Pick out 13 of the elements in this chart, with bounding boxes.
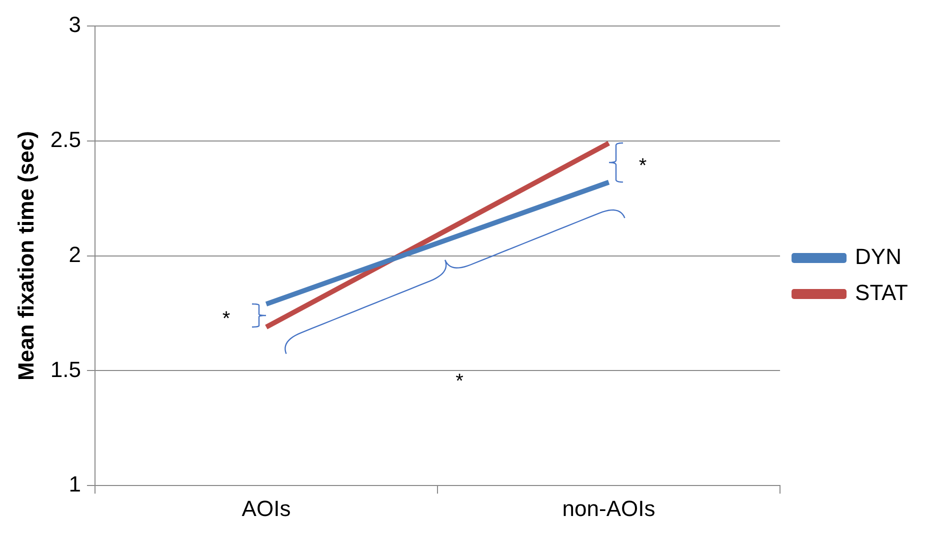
annotation: * xyxy=(456,370,464,393)
y-tick-label: 1 xyxy=(68,472,81,497)
y-tick-label: 3 xyxy=(68,12,81,38)
x-tick-label: non-AOIs xyxy=(562,496,656,521)
annotation: * xyxy=(222,308,230,330)
y-tick-label: 2 xyxy=(68,242,81,267)
legend-label: STAT xyxy=(855,280,908,306)
y-tick-label: 2.5 xyxy=(50,126,81,152)
annotation: * xyxy=(638,155,647,178)
y-axis-title: Mean fixation time (sec) xyxy=(13,131,38,380)
x-tick-label: AOIs xyxy=(242,496,291,521)
legend-label: DYN xyxy=(855,244,902,270)
y-tick-label: 1.5 xyxy=(50,356,81,382)
